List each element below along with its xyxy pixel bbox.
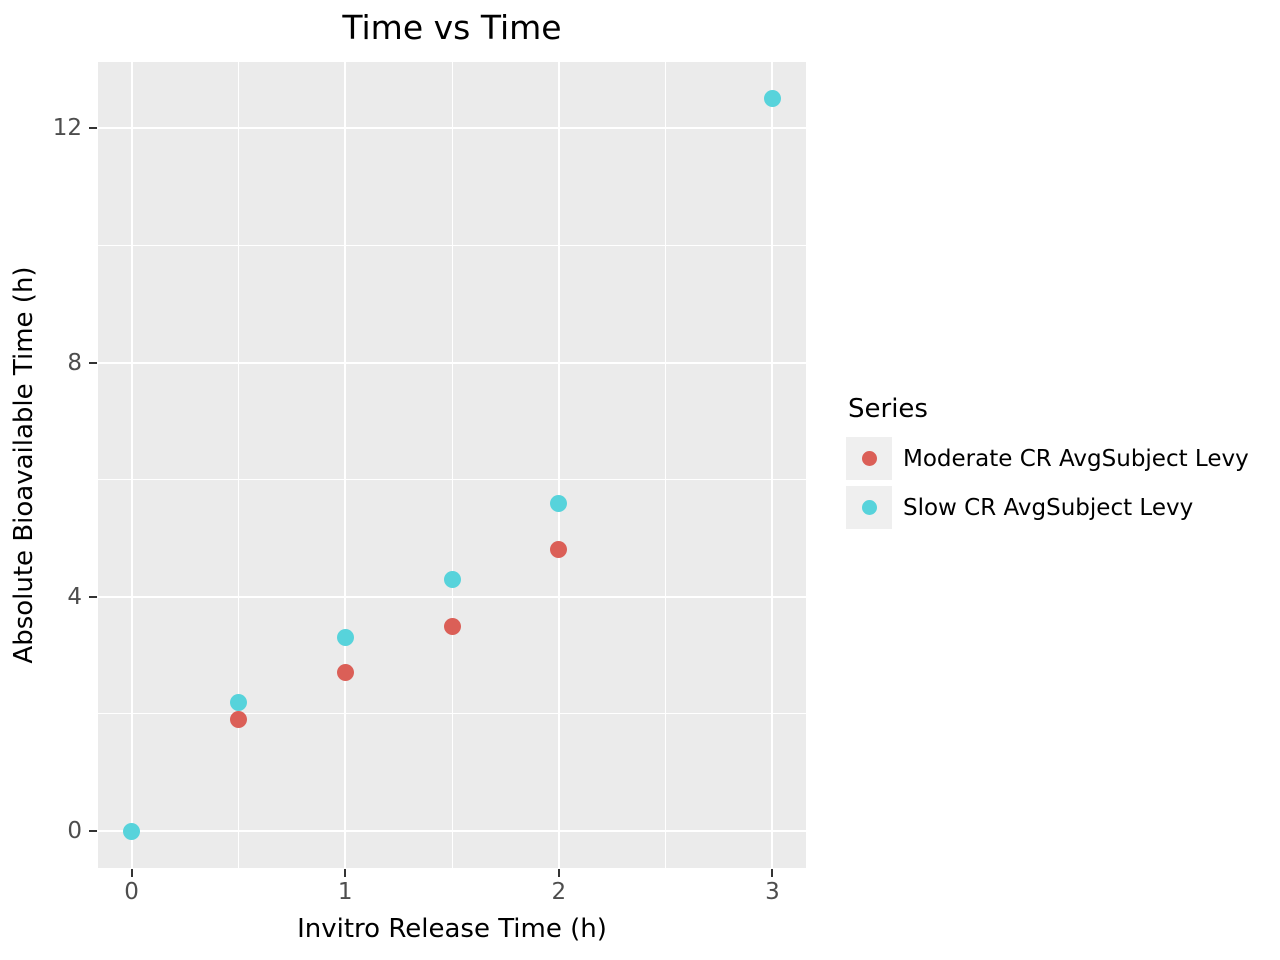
gridline-y-minor [98,244,806,246]
x-tick-mark [557,869,560,877]
x-tick-label: 2 [551,879,567,905]
gridline-x-major [771,62,774,868]
legend-item-label: Moderate CR AvgSubject Levy [903,445,1249,472]
data-point-slow [336,629,354,647]
gridline-y-major [98,127,806,130]
gridline-y-minor [98,479,806,481]
y-tick-mark [89,361,97,364]
data-point-slow [123,822,141,840]
legend-item-slow: Slow CR AvgSubject Levy [846,486,1249,529]
y-tick-label: 0 [67,818,82,845]
legend-key [846,486,892,529]
data-point-slow [443,570,461,588]
x-tick-mark [771,869,774,877]
x-tick-mark [130,869,133,877]
legend-item-label: Slow CR AvgSubject Levy [903,494,1194,521]
gridline-y-major [98,361,806,364]
gridline-x-major [130,62,133,868]
plot-panel [98,62,806,868]
gridline-x-major [557,62,560,868]
gridline-x-minor [665,62,667,868]
y-tick-label: 4 [67,583,82,610]
data-point-slow [550,494,568,512]
data-point-moderate [229,711,247,729]
y-tick-label: 8 [67,349,82,376]
data-point-moderate [336,664,354,682]
legend-item-moderate: Moderate CR AvgSubject Levy [846,437,1249,480]
legend: Series Moderate CR AvgSubject Levy Slow … [846,394,1249,535]
x-tick-label: 1 [337,879,353,905]
legend-key [846,437,892,480]
y-axis-label: Absolute Bioavailable Time (h) [9,266,39,664]
x-tick-label: 0 [124,879,139,905]
data-point-slow [763,90,781,108]
data-point-slow [229,693,247,711]
y-tick-label: 12 [52,115,82,142]
gridline-y-minor [98,713,806,715]
gridline-y-major [98,830,806,833]
x-tick-mark [344,869,347,877]
gridline-x-minor [237,62,239,868]
gridline-y-major [98,595,806,598]
y-tick-mark [89,595,97,598]
x-tick-label: 3 [765,879,780,905]
gridline-x-minor [451,62,453,868]
x-axis-label: Invitro Release Time (h) [297,914,607,944]
moderate-series-dot-icon [861,451,877,466]
y-tick-mark [89,127,97,130]
slow-series-dot-icon [861,500,877,515]
y-tick-mark [89,830,97,833]
gridline-x-major [344,62,347,868]
data-point-moderate [550,541,568,559]
data-point-moderate [443,617,461,635]
legend-title: Series [848,394,928,424]
chart-title: Time vs Time [342,8,562,47]
